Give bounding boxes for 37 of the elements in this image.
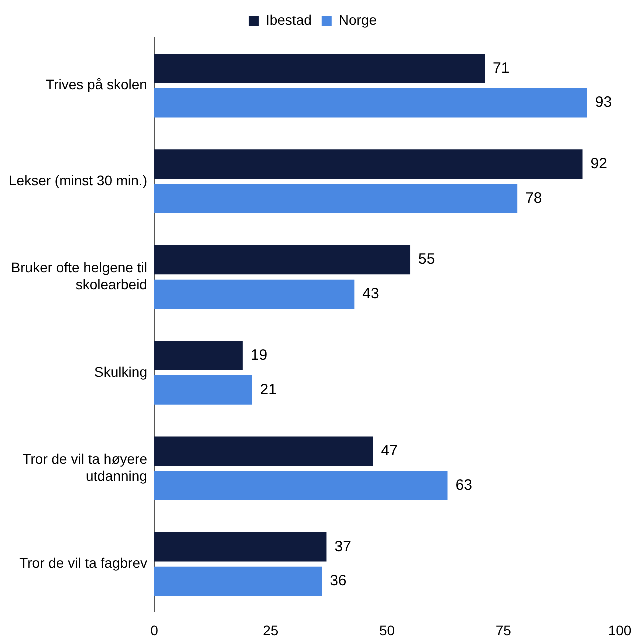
y-tick-label: Lekser (minst 30 min.)	[9, 172, 148, 188]
bar	[154, 566, 322, 596]
data-label: 55	[418, 251, 436, 268]
data-label: 92	[590, 155, 608, 172]
x-tick-label: 75	[496, 622, 512, 638]
bar	[154, 245, 411, 275]
data-label: 19	[250, 346, 268, 364]
data-label: 47	[381, 442, 398, 460]
data-label: 63	[456, 477, 472, 494]
data-label: 37	[334, 538, 352, 556]
x-tick-label: 25	[263, 622, 279, 638]
y-tick-label: Tror de vil ta høyere utdanning	[22, 451, 148, 484]
bar	[154, 532, 327, 562]
data-label: 78	[526, 190, 542, 207]
bar	[154, 88, 588, 118]
data-label: 43	[362, 286, 380, 303]
bar	[154, 436, 374, 466]
bar	[154, 150, 583, 179]
data-label: 21	[260, 381, 277, 398]
legend-label: Norge	[338, 12, 378, 28]
bar	[154, 184, 518, 214]
bar	[154, 54, 485, 84]
data-label: 71	[493, 60, 510, 77]
x-tick-label: 100	[608, 622, 632, 638]
bar	[154, 280, 355, 310]
y-tick-label: Tror de vil ta fagbrev	[20, 555, 148, 572]
x-tick-label: 0	[150, 622, 159, 638]
x-tick-label: 50	[379, 622, 396, 638]
y-tick-label: Skulking	[94, 364, 148, 380]
y-tick-label: Trives på skolen	[46, 76, 148, 93]
bar	[154, 341, 243, 370]
y-tick-label: Bruker ofte helgene til skolearbeid	[11, 260, 148, 293]
data-label: 36	[330, 572, 347, 590]
legend-label: Ibestad	[266, 12, 312, 28]
bar	[154, 376, 252, 405]
bar	[154, 471, 448, 501]
data-label: 93	[595, 94, 612, 112]
